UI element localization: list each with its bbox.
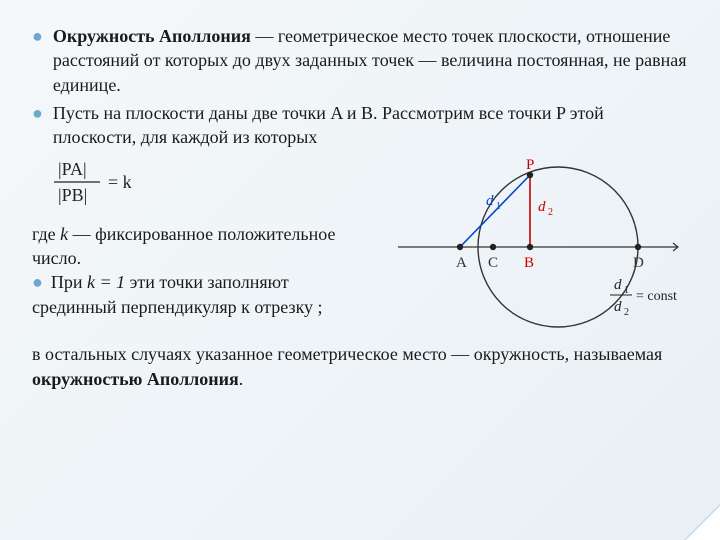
svg-text:|PB|: |PB|	[58, 185, 87, 205]
svg-text:1: 1	[496, 201, 501, 212]
svg-text:2: 2	[548, 207, 553, 218]
svg-text:P: P	[526, 157, 534, 173]
left-text-block: |PA| |PB| = k где k — фиксированное поло…	[32, 155, 370, 318]
svg-text:d: d	[538, 199, 546, 215]
bullet-dot-icon: ●	[32, 24, 43, 48]
bullet-item-2: ● Пусть на плоскости даны две точки A и …	[32, 101, 688, 150]
ratio-formula: |PA| |PB| = k	[32, 155, 370, 215]
svg-text:d: d	[486, 193, 494, 209]
svg-text:B: B	[524, 255, 534, 271]
bullet-dot-icon: ●	[32, 272, 43, 292]
term-title: Окружность Аполлония	[53, 26, 251, 46]
svg-text:= k: = k	[108, 172, 132, 192]
bullet-item-1: ● Окружность Аполлония — геометрическое …	[32, 24, 688, 97]
bullet-text-2: Пусть на плоскости даны две точки A и B.…	[53, 101, 688, 150]
bullet-text-1: Окружность Аполлония — геометрическое ме…	[53, 24, 688, 97]
svg-text:D: D	[633, 255, 644, 271]
svg-text:d: d	[614, 299, 622, 315]
bullet-dot-icon: ●	[32, 101, 43, 125]
lower-section: |PA| |PB| = k где k — фиксированное поло…	[32, 155, 688, 340]
svg-text:d: d	[614, 277, 622, 293]
svg-text:C: C	[488, 255, 498, 271]
svg-text:2: 2	[624, 307, 629, 318]
svg-text:= const: = const	[636, 289, 677, 304]
svg-text:A: A	[456, 255, 467, 271]
page-corner-fold-inner	[686, 506, 720, 540]
apollonius-diagram: ACDBPd1d2d1d2= const	[378, 155, 688, 340]
svg-text:|PA|: |PA|	[58, 159, 87, 179]
continuation-text: в остальных случаях указанное геометриче…	[32, 342, 688, 391]
svg-text:1: 1	[624, 285, 629, 296]
slide-content: ● Окружность Аполлония — геометрическое …	[0, 0, 720, 407]
